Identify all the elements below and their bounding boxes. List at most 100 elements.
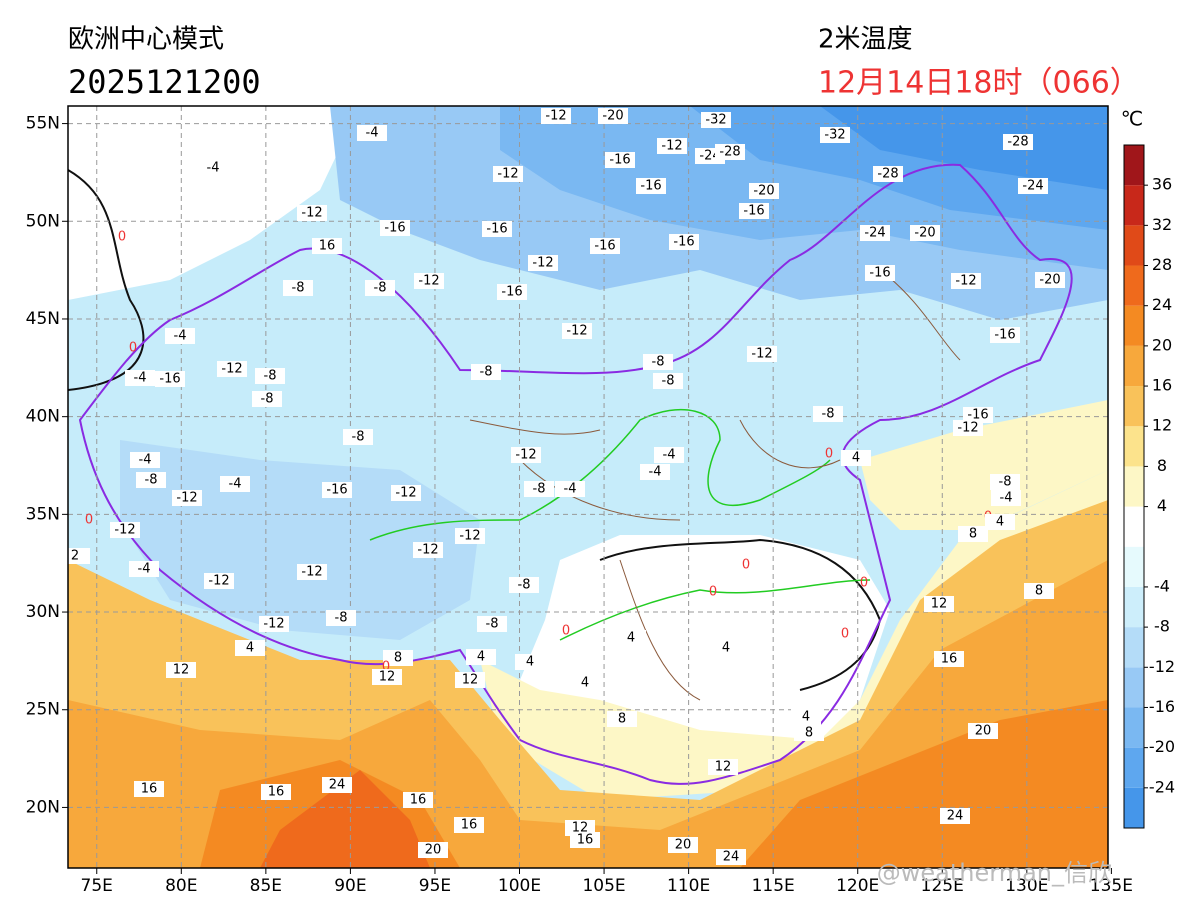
colorbar-bin bbox=[1124, 265, 1144, 306]
contour-label: -12 bbox=[301, 206, 322, 221]
contour-label: -4 bbox=[649, 465, 662, 480]
contour-label: 4 bbox=[996, 515, 1004, 530]
contour-label-bg bbox=[643, 354, 673, 370]
contour-label-bg bbox=[1003, 134, 1033, 150]
contour-label: 16 bbox=[941, 652, 958, 667]
y-tick-label: 25N bbox=[26, 700, 60, 720]
colorbar-bin bbox=[1124, 145, 1144, 186]
contour-label-bg bbox=[860, 225, 890, 241]
contour-label-bg bbox=[455, 528, 485, 544]
colorbar-tick-label: -16 bbox=[1149, 697, 1175, 716]
contour-label: 20 bbox=[425, 843, 442, 858]
x-tick-label: 130E bbox=[1005, 876, 1048, 896]
contour-label-bg bbox=[155, 371, 185, 387]
contour-label: -4 bbox=[229, 477, 242, 492]
contour-label: -12 bbox=[418, 274, 439, 289]
contour-label-bg bbox=[198, 160, 228, 176]
colorbar-tick-label: 12 bbox=[1152, 416, 1172, 435]
contour-label-bg bbox=[413, 542, 443, 558]
contour-label: 8 bbox=[394, 651, 402, 666]
contour-label-bg bbox=[607, 711, 637, 727]
contour-label-bg bbox=[418, 842, 448, 858]
contour-label: -16 bbox=[994, 328, 1015, 343]
contour-label-bg bbox=[357, 125, 387, 141]
contour-label: -16 bbox=[869, 266, 890, 281]
contour-label: 16 bbox=[461, 818, 478, 833]
y-tick-label: 35N bbox=[26, 504, 60, 524]
contour-label: 4 bbox=[722, 641, 730, 656]
x-tick-label: 105E bbox=[582, 876, 625, 896]
contour-label: -8 bbox=[480, 365, 493, 380]
contour-label-bg bbox=[841, 450, 871, 466]
contour-label: -20 bbox=[1039, 273, 1060, 288]
contour-label-bg bbox=[934, 651, 964, 667]
init-time: 2025121200 bbox=[68, 63, 261, 101]
contour-label: -8 bbox=[518, 578, 531, 593]
contour-label-bg bbox=[528, 255, 558, 271]
contour-label-bg bbox=[466, 649, 496, 665]
contour-label: -4 bbox=[138, 562, 151, 577]
contour-label: -12 bbox=[751, 347, 772, 362]
contour-label: 8 bbox=[969, 527, 977, 542]
contour-label-bg bbox=[297, 205, 327, 221]
contour-label-bg bbox=[990, 327, 1020, 343]
colorbar-bin bbox=[1124, 305, 1144, 346]
contour-label: 4 bbox=[477, 650, 485, 665]
variable-name: 2米温度 bbox=[818, 25, 913, 55]
contour-label: 8 bbox=[1035, 584, 1043, 599]
x-tick-label: 90E bbox=[334, 876, 366, 896]
contour-label: -12 bbox=[957, 421, 978, 436]
contour-label: 0 bbox=[709, 585, 717, 600]
contour-label: -24 bbox=[1022, 179, 1043, 194]
contour-label-bg bbox=[990, 474, 1020, 490]
contour-label-bg bbox=[794, 725, 824, 741]
contour-label-bg bbox=[924, 596, 954, 612]
contour-label: 0 bbox=[860, 576, 868, 591]
contour-label-bg bbox=[951, 273, 981, 289]
x-tick-label: 110E bbox=[667, 876, 710, 896]
contour-label-bg bbox=[252, 391, 282, 407]
contour-label: 4 bbox=[581, 676, 589, 691]
x-tick-label: 125E bbox=[921, 876, 964, 896]
contour-label-bg bbox=[259, 616, 289, 632]
contour-label-bg bbox=[749, 183, 779, 199]
contour-label: -16 bbox=[326, 483, 347, 498]
contour-label: -8 bbox=[352, 430, 365, 445]
contour-label-bg bbox=[910, 225, 940, 241]
contour-label-bg bbox=[454, 817, 484, 833]
colorbar-bin bbox=[1124, 707, 1144, 748]
contour-label: -16 bbox=[673, 235, 694, 250]
contour-label-bg bbox=[134, 781, 164, 797]
x-tick-label: 115E bbox=[752, 876, 795, 896]
colorbar-bin bbox=[1124, 225, 1144, 266]
contour-label: 16 bbox=[141, 782, 158, 797]
colorbar-bin bbox=[1124, 667, 1144, 708]
colorbar-tick-label: -24 bbox=[1149, 777, 1175, 796]
contour-label-bg bbox=[541, 108, 571, 124]
contour-label: 4 bbox=[852, 451, 860, 466]
contour-label: -32 bbox=[824, 128, 845, 143]
contour-label: 24 bbox=[723, 850, 740, 865]
contour-label: 12 bbox=[379, 670, 396, 685]
contour-label: -16 bbox=[743, 204, 764, 219]
contour-label-bg bbox=[873, 166, 903, 182]
contour-label-bg bbox=[455, 672, 485, 688]
contour-label: -4 bbox=[174, 329, 187, 344]
contour-label: -28 bbox=[719, 145, 740, 160]
contour-label-bg bbox=[590, 238, 620, 254]
contour-label-bg bbox=[711, 640, 741, 656]
contour-label: -12 bbox=[532, 256, 553, 271]
contour-label-bg bbox=[953, 420, 983, 436]
contour-label: -4 bbox=[139, 453, 152, 468]
colorbar-bin bbox=[1124, 747, 1144, 788]
contour-label: 0 bbox=[841, 627, 849, 642]
contour-label-bg bbox=[235, 640, 265, 656]
contour-label: -8 bbox=[999, 475, 1012, 490]
contour-label-bg bbox=[172, 490, 202, 506]
colorbar-tick-label: -8 bbox=[1154, 617, 1170, 636]
contour-label-bg bbox=[391, 485, 421, 501]
contour-label-bg bbox=[312, 238, 342, 254]
contour-label-bg bbox=[125, 370, 155, 386]
contour-label-bg bbox=[653, 373, 683, 389]
contour-label-bg bbox=[497, 284, 527, 300]
